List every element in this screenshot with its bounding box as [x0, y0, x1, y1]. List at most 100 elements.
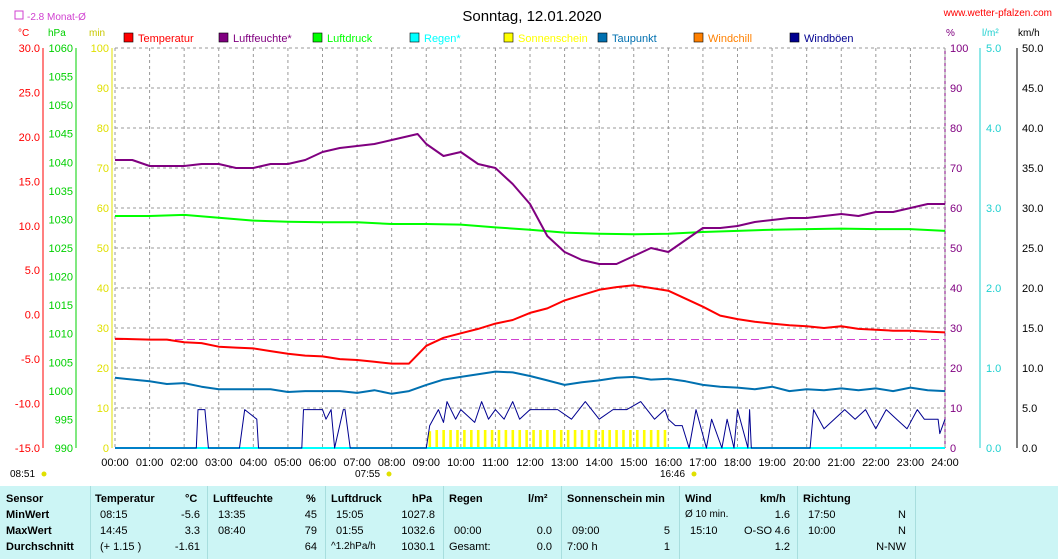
legend-swatch-windchill — [693, 32, 704, 43]
unit-lm2: l/m² — [982, 28, 999, 39]
direction-avg-value: N-NW — [876, 541, 906, 553]
wind-tick-label: 35.0 — [1022, 163, 1043, 175]
stats-divider — [90, 486, 91, 559]
wind-avg-value: 1.2 — [774, 541, 790, 553]
wind-avg10-label: Ø 10 min. — [685, 509, 729, 520]
time-left: 08:51 — [10, 469, 35, 480]
sunshine-bar — [649, 430, 653, 448]
chart-title: Sonntag, 12.01.2020 — [462, 8, 601, 25]
pressure-min-time: 15:05 — [336, 509, 364, 521]
humidity-tick-label: 90 — [950, 83, 962, 95]
rain-max-value: 0.0 — [536, 525, 552, 537]
wind-max-value: 4.6 — [774, 525, 790, 537]
legend-label-dewpoint: Taupunkt — [612, 33, 657, 45]
temperature-max-time: 14:45 — [100, 525, 128, 537]
weather-chart: Sonntag, 12.01.2020 www.wetter-pfalzen.c… — [10, 8, 1052, 480]
sunrise-icon — [386, 471, 392, 477]
temperature-tick-label: 20.0 — [19, 132, 40, 144]
rain-tick-label: 3.0 — [986, 203, 1001, 215]
temperature-avg-note: (+ 1.15 ) — [100, 541, 142, 553]
sunshine-tick-label: 90 — [97, 83, 109, 95]
rain-tick-label: 2.0 — [986, 283, 1001, 295]
pressure-tick-label: 1040 — [49, 157, 73, 169]
row-label-max: MaxWert — [6, 525, 52, 537]
sunshine-total: 7:00 h — [567, 541, 598, 553]
pressure-tick-label: 1055 — [49, 72, 73, 84]
sunshine-bar — [622, 430, 625, 448]
temperature-avg-value: -1.61 — [174, 541, 200, 553]
temperature-min-value: -5.6 — [181, 509, 200, 521]
sun-icon — [41, 471, 47, 477]
rain-tick-label: 5.0 — [986, 43, 1001, 55]
sunshine-bar — [573, 430, 577, 448]
sunshine-tick-label: 0 — [103, 443, 109, 455]
humidity-tick-label: 20 — [950, 363, 962, 375]
pressure-line — [115, 213, 946, 236]
direction-max-value: N — [898, 525, 906, 537]
humidity-max-value: 79 — [304, 525, 317, 537]
sunshine-bar — [608, 430, 611, 448]
sunset-time: 16:46 — [660, 469, 685, 480]
sunshine-bar — [636, 430, 639, 448]
rain-tick-label: 1.0 — [986, 363, 1001, 375]
pressure-unit: hPa — [412, 493, 433, 505]
sunshine-bar — [553, 430, 556, 448]
sunshine-bar — [559, 430, 563, 448]
legend-label-pressure: Luftdruck — [327, 33, 373, 45]
sunshine-bars — [428, 430, 667, 448]
sunshine-bar — [504, 430, 508, 448]
legend-swatch-sunshine — [503, 32, 514, 43]
pressure-tick-label: 1015 — [49, 300, 73, 312]
pressure-tick-label: 1030 — [49, 214, 73, 226]
stats-divider — [915, 486, 916, 559]
wind-tick-label: 40.0 — [1022, 123, 1043, 135]
pressure-tick-label: 1050 — [49, 100, 73, 112]
rain-total-label: Gesamt: — [449, 541, 491, 553]
sunshine-bar — [456, 430, 459, 448]
legend-label-humidity: Luftfeuchte* — [233, 33, 292, 45]
series-lines — [114, 133, 946, 449]
humidity-unit: % — [306, 493, 316, 505]
direction-max-time: 10:00 — [808, 525, 836, 537]
site-link[interactable]: www.wetter-pfalzen.com — [943, 8, 1052, 19]
pressure-tick-label: 1010 — [49, 329, 73, 341]
x-tick-label: 06:00 — [309, 457, 337, 469]
stats-divider — [797, 486, 798, 559]
x-tick-label: 21:00 — [827, 457, 855, 469]
humidity-max-time: 08:40 — [218, 525, 246, 537]
temperature-line — [114, 284, 946, 365]
humidity-tick-label: 100 — [950, 43, 968, 55]
sunshine-bar — [663, 430, 667, 448]
sunshine-bar — [442, 430, 445, 448]
wind-tick-label: 30.0 — [1022, 203, 1043, 215]
wind-tick-label: 45.0 — [1022, 83, 1043, 95]
x-tick-label: 17:00 — [689, 457, 717, 469]
legend-swatch-dewpoint — [597, 32, 608, 43]
x-tick-label: 07:00 — [343, 457, 371, 469]
unit-min: min — [89, 28, 105, 39]
pressure-max-value: 1032.6 — [401, 525, 435, 537]
sunshine-tick-label: 30 — [97, 323, 109, 335]
axis-ticks: 30.0 25.0 20.0 15.0 10.0 5.0 0.0 -5.0 -10.0 -15.0… — [15, 43, 1044, 469]
x-tick-label: 10:00 — [447, 457, 475, 469]
pressure-tick-label: 1045 — [49, 129, 73, 141]
month-avg-swatch — [14, 10, 24, 20]
sunshine-tick-label: 80 — [97, 123, 109, 135]
humidity-line — [115, 133, 945, 265]
humidity-tick-label: 40 — [950, 283, 962, 295]
sunshine-bar — [525, 430, 528, 448]
temperature-unit: °C — [185, 493, 198, 505]
sunshine-bar — [566, 430, 570, 448]
x-tick-label: 09:00 — [412, 457, 440, 469]
legend-swatch-rain — [409, 32, 420, 43]
pressure-tick-label: 990 — [55, 443, 73, 455]
month-avg-label: -2.8 Monat-Ø — [27, 12, 86, 23]
sunshine-tick-label: 70 — [97, 163, 109, 175]
stats-divider — [207, 486, 208, 559]
sunshine-bar — [511, 430, 515, 448]
sunshine-bar — [428, 431, 432, 448]
sunshine-bar — [449, 430, 452, 448]
temperature-tick-label: 0.0 — [25, 310, 40, 322]
sunshine-bar — [629, 430, 632, 448]
sunshine-bar — [476, 430, 480, 448]
